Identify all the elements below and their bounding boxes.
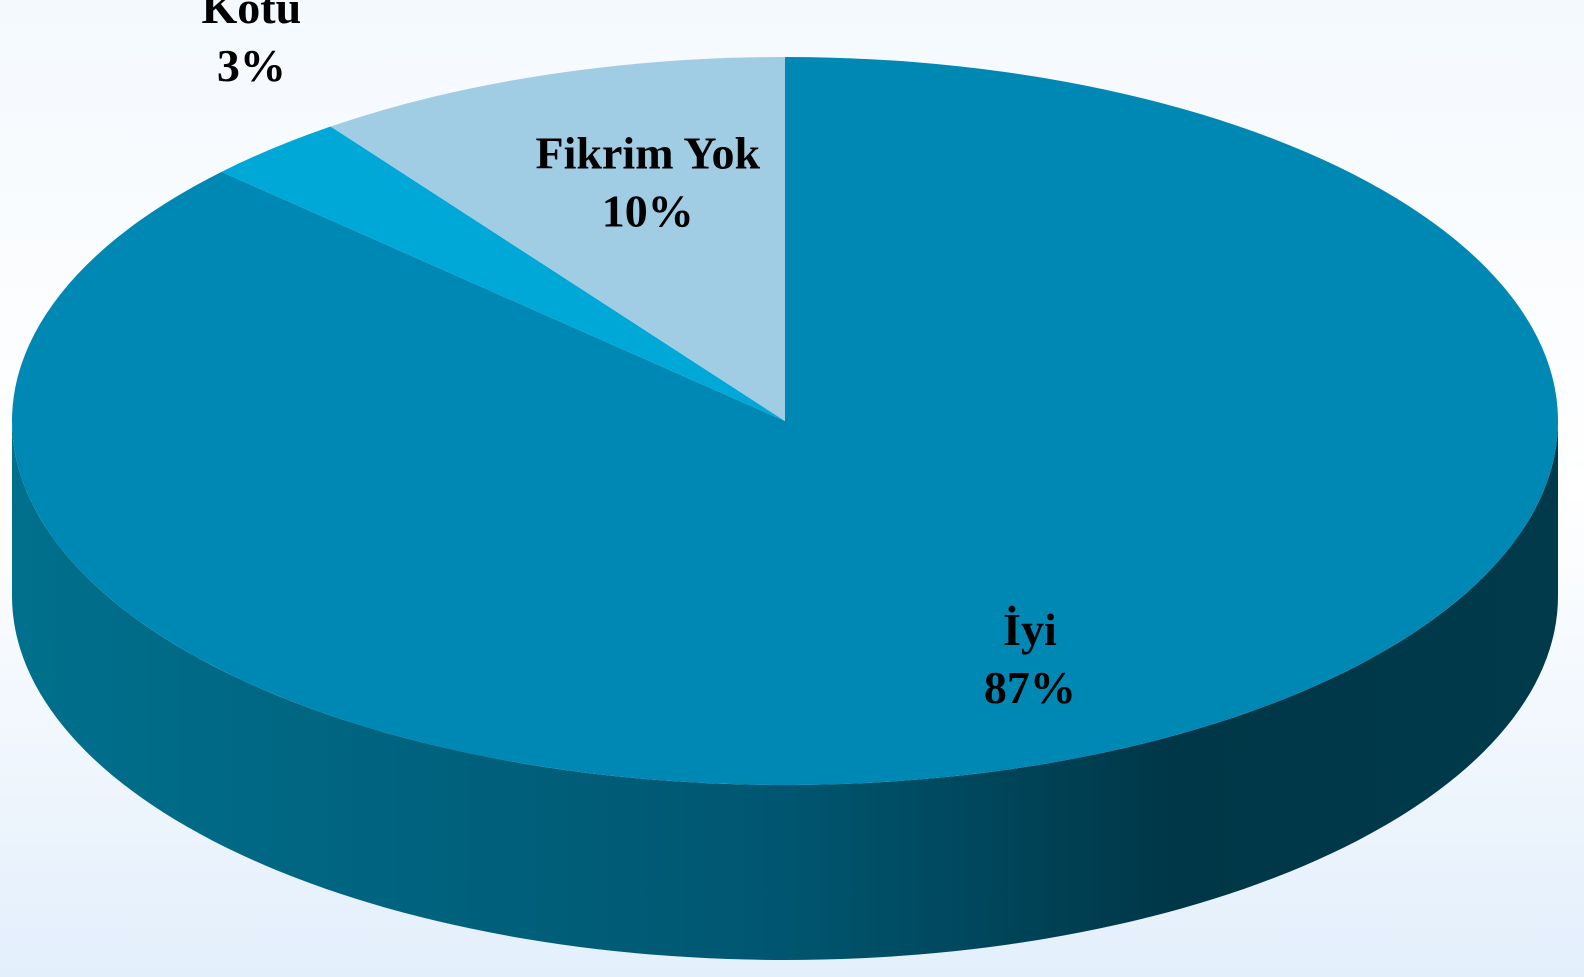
label-value: 10%	[602, 186, 694, 237]
pie-slice	[330, 57, 785, 421]
label-name: İyi	[1003, 604, 1057, 655]
label-name: Fikrim Yok	[536, 128, 761, 179]
pie-slice	[221, 126, 785, 421]
label-value: 3%	[217, 40, 286, 91]
label-value: 87%	[984, 662, 1076, 713]
label-name: Kötü	[201, 0, 301, 33]
pie-tops	[11, 57, 1558, 785]
pie-sides	[12, 421, 1558, 960]
data-label: Fikrim Yok 10%	[536, 128, 761, 237]
data-label: İyi 87%	[984, 604, 1076, 713]
pie-side	[12, 421, 1558, 960]
pie-labels: İyi 87% Kötü 3% Fikrim Yok 10%	[201, 0, 1075, 713]
data-label: Kötü 3%	[201, 0, 301, 91]
